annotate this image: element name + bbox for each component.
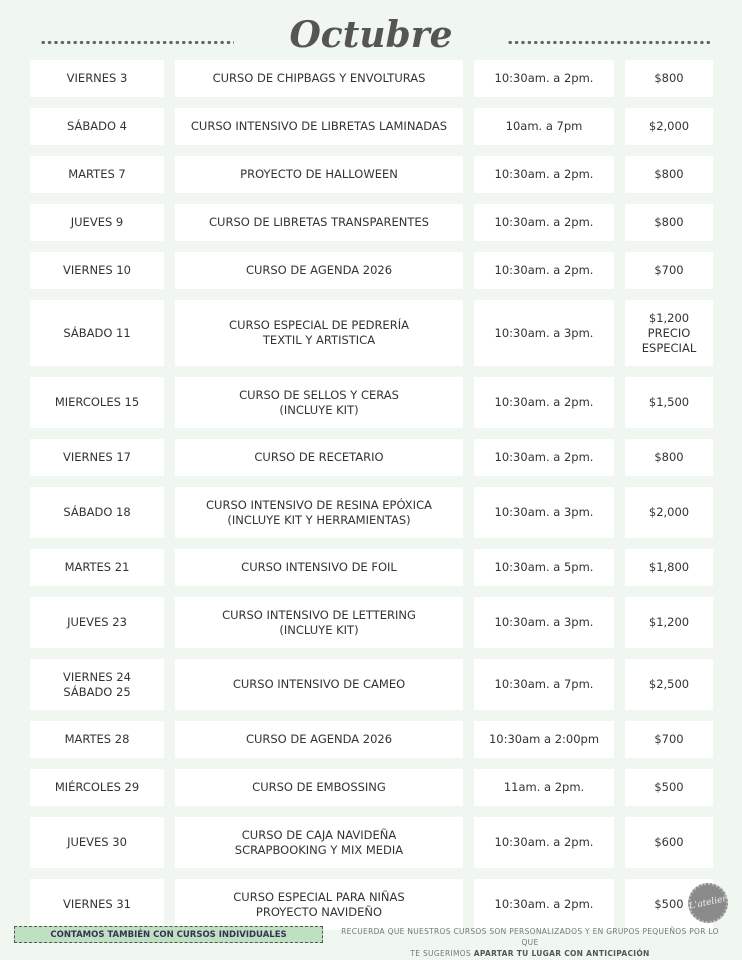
individual-courses-banner: CONTAMOS TAMBIÉN CON CURSOS INDIVIDUALES <box>14 926 323 943</box>
course-cell: CURSO INTENSIVO DE FOIL <box>175 549 463 586</box>
day-cell: VIERNES 31 <box>30 879 164 930</box>
day-cell: VIERNES 17 <box>30 439 164 476</box>
note-line-1: RECUERDA QUE NUESTROS CURSOS SON PERSONA… <box>341 927 719 947</box>
time-cell: 10:30am. a 2pm. <box>474 377 614 428</box>
course-cell: CURSO DE CAJA NAVIDEÑA SCRAPBOOKING Y MI… <box>175 817 463 868</box>
course-cell: CURSO DE RECETARIO <box>175 439 463 476</box>
schedule-row: VIERNES 3 CURSO DE CHIPBAGS Y ENVOLTURAS 1… <box>30 60 714 97</box>
day-cell: VIERNES 3 <box>30 60 164 97</box>
schedule-row: SÁBADO 18 CURSO INTENSIVO DE RESINA EPÓXI… <box>30 487 714 538</box>
note-line-2: TE SUGERIMOS <box>410 949 474 958</box>
course-cell: CURSO DE EMBOSSING <box>175 769 463 806</box>
course-cell: PROYECTO DE HALLOWEEN <box>175 156 463 193</box>
time-cell: 10:30am. a 2pm. <box>474 879 614 930</box>
price-cell: $2,000 <box>625 487 713 538</box>
page-title: Octubre <box>289 14 453 56</box>
price-cell: $600 <box>625 817 713 868</box>
day-cell: MARTES 28 <box>30 721 164 758</box>
schedule-row: MIERCOLES 15 CURSO DE SELLOS Y CERAS (INC… <box>30 377 714 428</box>
day-cell: VIERNES 10 <box>30 252 164 289</box>
schedule-table: VIERNES 3 CURSO DE CHIPBAGS Y ENVOLTURAS 1… <box>30 60 714 930</box>
day-cell: MARTES 7 <box>30 156 164 193</box>
price-cell: $700 <box>625 721 713 758</box>
day-cell: SÁBADO 4 <box>30 108 164 145</box>
day-cell: JUEVES 23 <box>30 597 164 648</box>
schedule-row: VIERNES 17 CURSO DE RECETARIO 10:30am. a 2… <box>30 439 714 476</box>
course-cell: CURSO ESPECIAL DE PEDRERÍA TEXTIL Y ARTI… <box>175 300 463 366</box>
course-cell: CURSO ESPECIAL PARA NIÑAS PROYECTO NAVID… <box>175 879 463 930</box>
price-cell: $800 <box>625 204 713 241</box>
course-cell: CURSO INTENSIVO DE LETTERING (INCLUYE KI… <box>175 597 463 648</box>
course-cell: CURSO DE CHIPBAGS Y ENVOLTURAS <box>175 60 463 97</box>
price-cell: $800 <box>625 60 713 97</box>
course-cell: CURSO DE AGENDA 2026 <box>175 721 463 758</box>
schedule-row: SÁBADO 4 CURSO INTENSIVO DE LIBRETAS LAMI… <box>30 108 714 145</box>
time-cell: 10:30am. a 5pm. <box>474 549 614 586</box>
time-cell: 11am. a 2pm. <box>474 769 614 806</box>
day-cell: VIERNES 24 SÁBADO 25 <box>30 659 164 710</box>
price-cell: $800 <box>625 156 713 193</box>
dotted-divider-right <box>507 40 713 45</box>
schedule-row: SÁBADO 11 CURSO ESPECIAL DE PEDRERÍA TEXT… <box>30 300 714 366</box>
course-cell: CURSO DE AGENDA 2026 <box>175 252 463 289</box>
day-cell: SÁBADO 11 <box>30 300 164 366</box>
course-cell: CURSO DE SELLOS Y CERAS (INCLUYE KIT) <box>175 377 463 428</box>
time-cell: 10:30am. a 2pm. <box>474 252 614 289</box>
dotted-divider-left <box>40 40 234 45</box>
course-cell: CURSO DE LIBRETAS TRANSPARENTES <box>175 204 463 241</box>
time-cell: 10:30am. a 3pm. <box>474 597 614 648</box>
time-cell: 10:30am. a 2pm. <box>474 439 614 476</box>
time-cell: 10:30am. a 2pm. <box>474 156 614 193</box>
time-cell: 10am. a 7pm <box>474 108 614 145</box>
time-cell: 10:30am a 2:00pm <box>474 721 614 758</box>
day-cell: MARTES 21 <box>30 549 164 586</box>
schedule-row: MIÉRCOLES 29 CURSO DE EMBOSSING 11am. a 2p… <box>30 769 714 806</box>
price-cell: $700 <box>625 252 713 289</box>
price-cell: $800 <box>625 439 713 476</box>
schedule-row: JUEVES 23 CURSO INTENSIVO DE LETTERING (I… <box>30 597 714 648</box>
schedule-row: MARTES 7 PROYECTO DE HALLOWEEN 10:30am. a … <box>30 156 714 193</box>
schedule-row: VIERNES 10 CURSO DE AGENDA 2026 10:30am. a… <box>30 252 714 289</box>
time-cell: 10:30am. a 3pm. <box>474 487 614 538</box>
time-cell: 10:30am. a 3pm. <box>474 300 614 366</box>
schedule-row: VIERNES 24 SÁBADO 25 CURSO INTENSIVO DE C… <box>30 659 714 710</box>
time-cell: 10:30am. a 7pm. <box>474 659 614 710</box>
note-line-2-bold: APARTAR TU LUGAR CON ANTICIPACIÓN <box>473 949 650 958</box>
reservation-note: RECUERDA QUE NUESTROS CURSOS SON PERSONA… <box>340 926 720 959</box>
day-cell: MIÉRCOLES 29 <box>30 769 164 806</box>
time-cell: 10:30am. a 2pm. <box>474 204 614 241</box>
day-cell: MIERCOLES 15 <box>30 377 164 428</box>
price-cell: $500 <box>625 769 713 806</box>
time-cell: 10:30am. a 2pm. <box>474 817 614 868</box>
time-cell: 10:30am. a 2pm. <box>474 60 614 97</box>
price-cell: $2,000 <box>625 108 713 145</box>
course-cell: CURSO INTENSIVO DE RESINA EPÓXICA (INCLU… <box>175 487 463 538</box>
day-cell: JUEVES 9 <box>30 204 164 241</box>
course-cell: CURSO INTENSIVO DE CAMEO <box>175 659 463 710</box>
price-cell: $2,500 <box>625 659 713 710</box>
schedule-row: JUEVES 9 CURSO DE LIBRETAS TRANSPARENTES 1… <box>30 204 714 241</box>
day-cell: JUEVES 30 <box>30 817 164 868</box>
course-cell: CURSO INTENSIVO DE LIBRETAS LAMINADAS <box>175 108 463 145</box>
schedule-row: JUEVES 30 CURSO DE CAJA NAVIDEÑA SCRAPBOO… <box>30 817 714 868</box>
schedule-row: VIERNES 31 CURSO ESPECIAL PARA NIÑAS PROY… <box>30 879 714 930</box>
price-cell: $1,500 <box>625 377 713 428</box>
day-cell: SÁBADO 18 <box>30 487 164 538</box>
schedule-row: MARTES 28 CURSO DE AGENDA 2026 10:30am a 2… <box>30 721 714 758</box>
schedule-row: MARTES 21 CURSO INTENSIVO DE FOIL 10:30am.… <box>30 549 714 586</box>
price-cell: $1,800 <box>625 549 713 586</box>
price-cell: $1,200 <box>625 597 713 648</box>
price-cell: $1,200 PRECIO ESPECIAL <box>625 300 713 366</box>
